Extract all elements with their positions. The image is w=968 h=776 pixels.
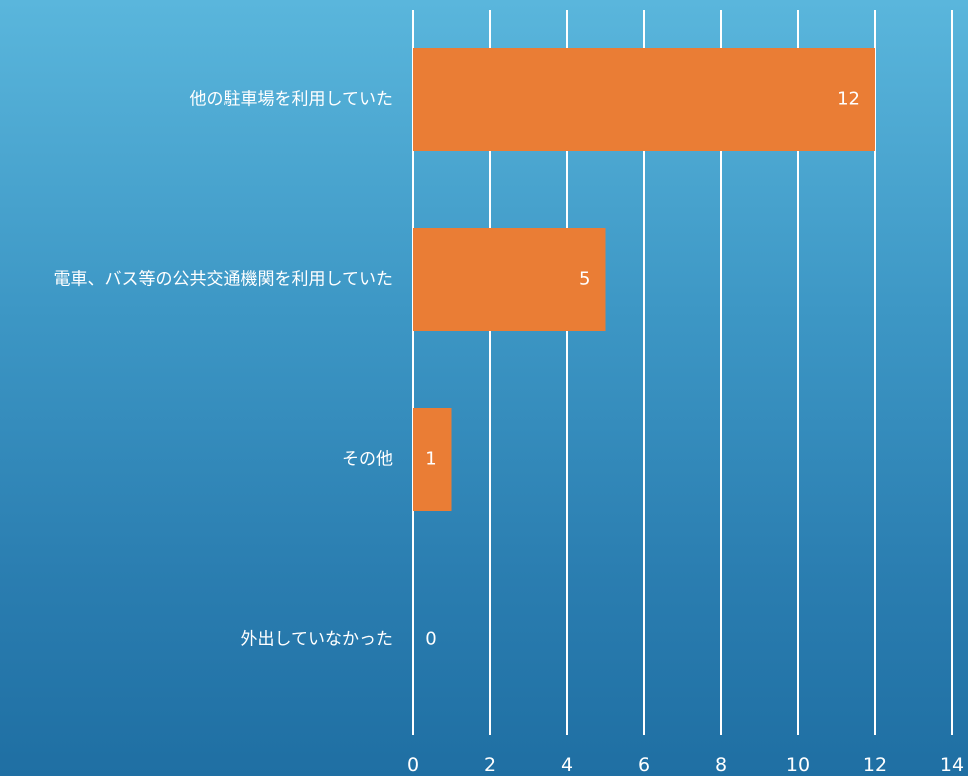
x-tick-label: 2 bbox=[484, 754, 496, 776]
bar bbox=[413, 228, 606, 331]
data-label: 1 bbox=[425, 449, 436, 470]
bars bbox=[413, 48, 875, 511]
x-tick-label: 4 bbox=[561, 754, 573, 776]
data-labels: 12 5 1 0 bbox=[425, 89, 860, 650]
x-tick-label: 6 bbox=[638, 754, 650, 776]
x-axis-ticks: 0 2 4 6 8 10 12 14 bbox=[407, 754, 964, 776]
bar bbox=[413, 48, 875, 151]
data-label: 0 bbox=[425, 629, 436, 650]
category-labels: 他の駐車場を利用していた電車、バス等の公共交通機関を利用していたその他外出してい… bbox=[54, 90, 394, 650]
data-label: 12 bbox=[837, 89, 860, 110]
category-label: 他の駐車場を利用していた bbox=[190, 90, 394, 110]
x-tick-label: 8 bbox=[715, 754, 727, 776]
x-tick-label: 10 bbox=[786, 754, 810, 776]
data-label: 5 bbox=[579, 269, 590, 290]
x-tick-label: 12 bbox=[863, 754, 887, 776]
category-label: 電車、バス等の公共交通機関を利用していた bbox=[54, 270, 394, 290]
category-label: その他 bbox=[342, 450, 393, 470]
category-label: 外出していなかった bbox=[241, 630, 394, 650]
bar bbox=[413, 408, 452, 511]
x-tick-label: 14 bbox=[940, 754, 964, 776]
x-tick-label: 0 bbox=[407, 754, 419, 776]
